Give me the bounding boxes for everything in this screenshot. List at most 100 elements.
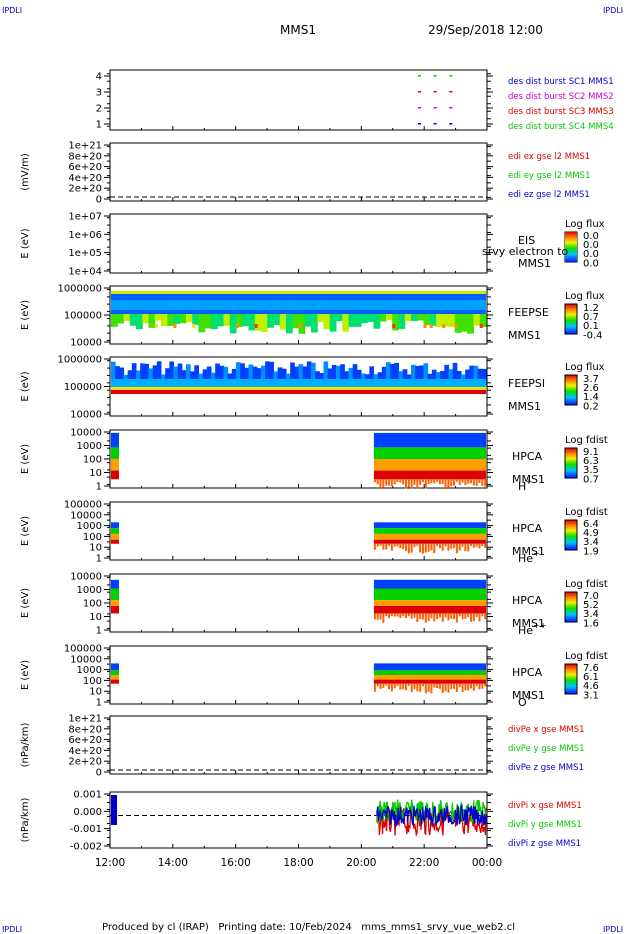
colorbar [564, 447, 578, 479]
heat-cell [461, 683, 464, 693]
heat-cell [405, 683, 408, 691]
heat-cell [136, 370, 141, 385]
heat-cell [469, 365, 475, 385]
heat-cell [467, 479, 470, 484]
heat-band [373, 675, 486, 680]
heat-cell [385, 613, 388, 617]
instrument-label: MMS1 [512, 473, 545, 486]
legend-entry-divpe-x-gse-mms1: divPe x gse MMS1 [508, 725, 585, 735]
colorbar-title: Log fdist [565, 579, 608, 590]
heat-cell [348, 314, 356, 327]
y-tick-label: -0.001 [70, 824, 102, 835]
heat-cell [405, 543, 408, 552]
panel-frame [109, 715, 488, 775]
heat-cell [117, 314, 125, 324]
heat-cell [123, 314, 131, 322]
burst-mark [433, 123, 437, 125]
heat-cell [286, 314, 293, 334]
heat-cell [436, 479, 439, 482]
heat-cell [390, 363, 395, 385]
heat-cell [381, 366, 387, 385]
colorbar-tick-label: 2.6 [583, 383, 599, 394]
y-axis-label: E (eV) [20, 300, 31, 330]
y-tick-label: 1e+07 [68, 212, 102, 223]
heat-cell [475, 613, 478, 618]
heat-cell [148, 314, 156, 328]
heat-cell [411, 314, 418, 321]
instrument-label: FEEPSI [508, 377, 545, 390]
heat-cell [427, 613, 430, 621]
colorbar [564, 303, 578, 335]
heat-cell [304, 314, 312, 327]
panel-frame [109, 142, 488, 202]
y-axis-label: E (eV) [20, 228, 31, 258]
heat-cell [433, 479, 436, 484]
heat-cell [379, 314, 387, 322]
heat-cell [379, 479, 382, 488]
y-tick-label: 2e+20 [68, 184, 102, 195]
y-tick-label: 100000 [64, 311, 102, 322]
heat-cell [388, 543, 391, 546]
species-label: O [518, 696, 527, 709]
heat-cell [424, 543, 427, 553]
heat-cell [356, 369, 362, 385]
heat-cell [484, 479, 487, 487]
heat-cell [481, 479, 484, 486]
heat-cell [478, 613, 481, 622]
y-tick-label: 10000 [70, 338, 102, 349]
instrument-label: HPCA [512, 666, 543, 679]
colorbar-title: Log fdist [565, 435, 608, 446]
x-tick-label: 14:00 [158, 857, 188, 869]
heat-cell [342, 314, 350, 332]
heat-cell [470, 543, 473, 546]
heat-band [111, 663, 119, 671]
panel-hpca_he2: 10000 1000 100 10 1 E (eV) Log fdist7.05.23.41… [20, 572, 608, 638]
heat-cell [386, 314, 393, 321]
heat-band [111, 533, 119, 540]
y-axis-label: E (eV) [20, 444, 31, 474]
heat-band [111, 600, 119, 606]
y-axis-label: E (eV) [20, 371, 31, 401]
heat-cell [448, 314, 456, 327]
heat-cell [388, 479, 391, 486]
heat-cell [478, 479, 481, 484]
y-tick-label: 4e+20 [68, 173, 102, 184]
heat-cell [481, 543, 484, 547]
heat-cell [348, 367, 354, 385]
heat-cell [202, 369, 208, 385]
heat-cell [424, 613, 427, 623]
heat-cell [423, 324, 427, 328]
instrument-label: EIS [518, 234, 535, 247]
heat-cell [433, 613, 436, 622]
y-tick-label: 1e+21 [68, 141, 102, 152]
heat-cell [436, 543, 439, 546]
heat-cell [455, 543, 458, 554]
colorbar-tick-label: 0.0 [583, 249, 599, 260]
heat-cell [398, 371, 404, 385]
instrument-label: MMS1 [508, 400, 541, 413]
y-tick-label: 4e+20 [68, 746, 102, 757]
heat-cell [131, 363, 137, 385]
heat-cell [392, 324, 396, 328]
y-tick-label: 1000000 [57, 355, 102, 366]
heat-cell [411, 364, 416, 385]
colorbar-tick-label: 0.0 [583, 231, 599, 242]
heat-cell [173, 314, 181, 324]
species-superscript: + [533, 549, 540, 558]
heat-cell [367, 314, 375, 322]
y-tick-label: 8e+20 [68, 724, 102, 735]
colorbar-tick-label: 6.3 [583, 456, 599, 467]
heat-cell [223, 366, 229, 385]
heat-cell [453, 683, 456, 689]
y-axis-label: (mV/m) [20, 153, 31, 191]
y-tick-label: 1e+06 [68, 230, 102, 241]
heat-cell [442, 324, 446, 328]
heat-cell [430, 613, 433, 619]
colorbar-fill [565, 232, 577, 262]
heat-cell [396, 543, 399, 547]
heat-cell [429, 324, 433, 328]
heat-cell [190, 371, 195, 385]
heat-cell [298, 324, 302, 328]
colorbar-tick-label: 7.6 [583, 663, 599, 674]
heat-cell [410, 683, 413, 692]
